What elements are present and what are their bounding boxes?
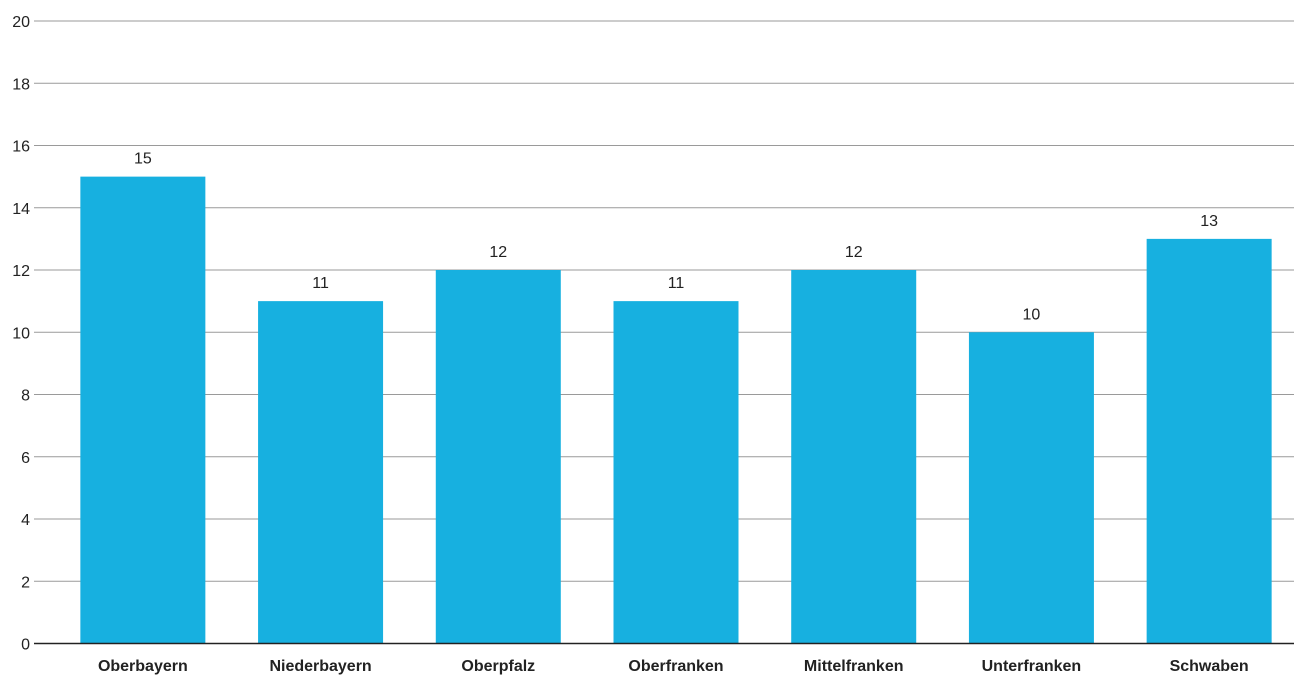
y-tick-label: 8 [21, 388, 30, 405]
x-tick-label: Niederbayern [269, 658, 371, 675]
y-tick-label: 12 [12, 263, 30, 280]
bar-mittelfranken [791, 270, 917, 644]
x-tick-label: Oberpfalz [461, 658, 535, 675]
bar-oberpfalz [435, 270, 561, 644]
data-label-background [298, 271, 343, 294]
y-tick-label: 14 [12, 201, 30, 218]
x-tick-label: Mittelfranken [804, 658, 904, 675]
bar-oberbayern [80, 176, 206, 644]
x-tick-label: Unterfranken [982, 658, 1082, 675]
data-label: 10 [1023, 306, 1041, 323]
bar-oberfranken [613, 301, 739, 644]
bar-schwaben [1146, 238, 1272, 644]
data-label: 15 [134, 151, 152, 168]
data-label-background [476, 240, 521, 262]
y-tick-label: 16 [12, 139, 30, 156]
data-label: 12 [489, 244, 507, 261]
bars [80, 176, 1272, 644]
data-labels: 15 11 12 11 12 10 13 [120, 146, 1232, 325]
x-axis-tick-labels: Oberbayern Niederbayern Oberpfalz Oberfrank… [98, 658, 1249, 675]
y-tick-label: 6 [21, 450, 30, 467]
x-tick-label: Schwaben [1170, 658, 1249, 675]
data-label: 12 [845, 244, 863, 261]
y-tick-label: 20 [12, 14, 30, 31]
y-tick-label: 10 [12, 325, 30, 342]
x-tick-label: Oberfranken [628, 658, 723, 675]
y-axis-tick-labels: 0 2 4 6 8 10 12 14 16 18 20 [12, 14, 30, 654]
data-label-background [1187, 208, 1232, 231]
y-tick-label: 4 [21, 512, 30, 529]
y-tick-label: 2 [21, 574, 30, 591]
data-label-background [1009, 302, 1054, 325]
data-label-background [831, 240, 876, 262]
data-label: 13 [1200, 213, 1218, 230]
bar-niederbayern [258, 301, 384, 644]
data-label: 11 [312, 275, 329, 292]
data-label-background [654, 271, 698, 294]
data-label-background [120, 146, 165, 169]
bar-unterfranken [968, 332, 1094, 644]
y-tick-label: 18 [12, 76, 30, 93]
y-tick-label: 0 [21, 637, 30, 654]
x-tick-label: Oberbayern [98, 658, 188, 675]
data-label: 11 [668, 275, 685, 292]
